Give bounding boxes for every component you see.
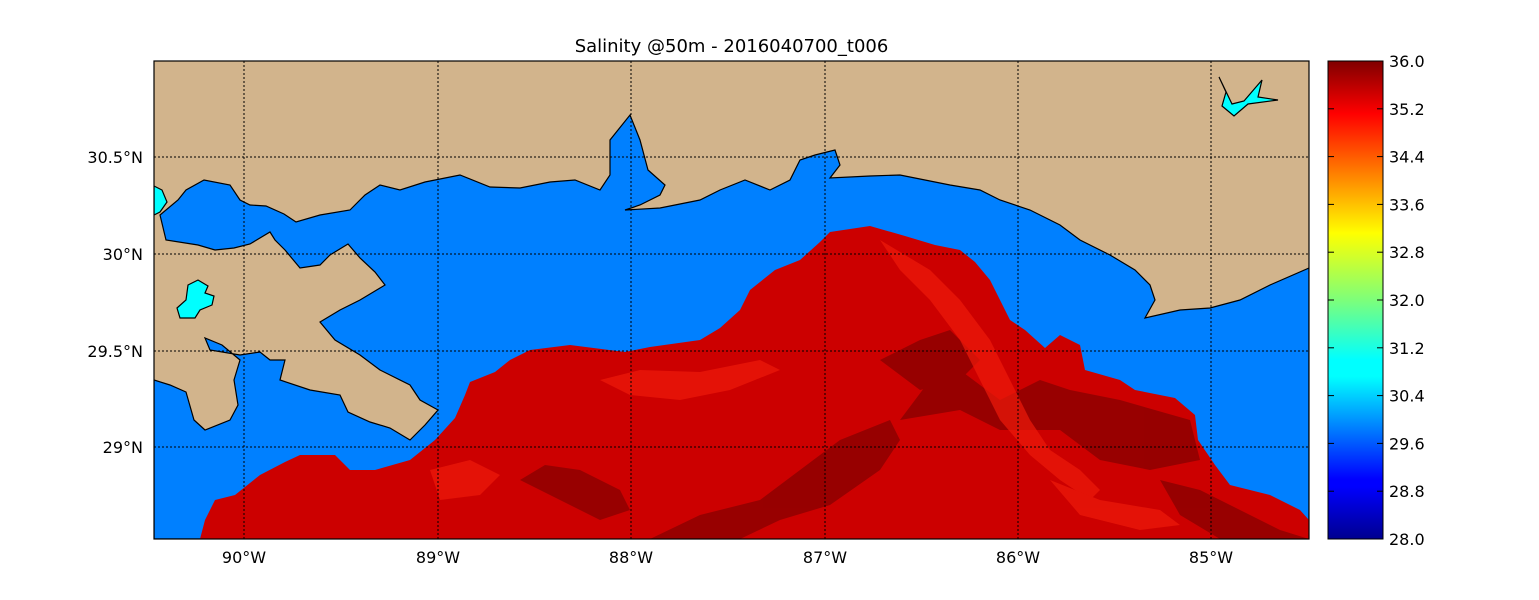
lon-label: 89°W (416, 548, 460, 567)
colorbar-tick-label: 30.4 (1389, 387, 1425, 406)
colorbar-tick-label: 28.8 (1389, 482, 1425, 501)
map-gridlines (154, 61, 1309, 539)
lat-label: 30.5°N (87, 148, 143, 167)
lon-label: 86°W (996, 548, 1040, 567)
salinity-field-brighter (430, 240, 1180, 530)
longitude-labels: 90°W 89°W 88°W 87°W 86°W 85°W (222, 548, 1233, 567)
lake-northeast (1218, 76, 1279, 117)
map-frame (153, 60, 1310, 540)
colorbar-tick-label: 28.0 (1389, 530, 1425, 549)
lake-inland (176, 279, 215, 319)
lon-label: 87°W (803, 548, 847, 567)
latitude-labels: 30.5°N 30°N 29.5°N 29°N (87, 148, 143, 457)
lon-label: 85°W (1189, 548, 1233, 567)
colorbar-gradient (1327, 60, 1384, 540)
colorbar-labels: 28.0 28.8 29.6 30.4 31.2 32.0 32.8 33.6 34.4 35.2… (1389, 52, 1425, 549)
colorbar-tick-label: 33.6 (1389, 195, 1425, 214)
colorbar-tick-label: 32.8 (1389, 243, 1425, 262)
colorbar-tick-label: 36.0 (1389, 52, 1425, 71)
lon-label: 90°W (222, 548, 266, 567)
colorbar-ticks (1328, 60, 1383, 540)
lon-label: 88°W (609, 548, 653, 567)
colorbar-tick-label: 31.2 (1389, 339, 1425, 358)
colorbar-tick-label: 29.6 (1389, 434, 1425, 453)
colorbar-tick-label: 35.2 (1389, 100, 1425, 119)
colorbar-tick-label: 32.0 (1389, 291, 1425, 310)
colorbar-tick-label: 34.4 (1389, 148, 1425, 167)
lat-label: 29.5°N (87, 342, 143, 361)
salinity-field-darker (520, 330, 1309, 539)
lake-west-edge (154, 185, 168, 216)
salinity-field-high (200, 226, 1309, 539)
map-title: Salinity @50m - 2016040700_t006 (574, 36, 889, 57)
colorbar: 28.0 28.8 29.6 30.4 31.2 32.0 32.8 33.6 34.4 35.2… (1327, 52, 1425, 549)
lat-label: 30°N (103, 245, 143, 264)
lat-label: 29°N (103, 438, 143, 457)
